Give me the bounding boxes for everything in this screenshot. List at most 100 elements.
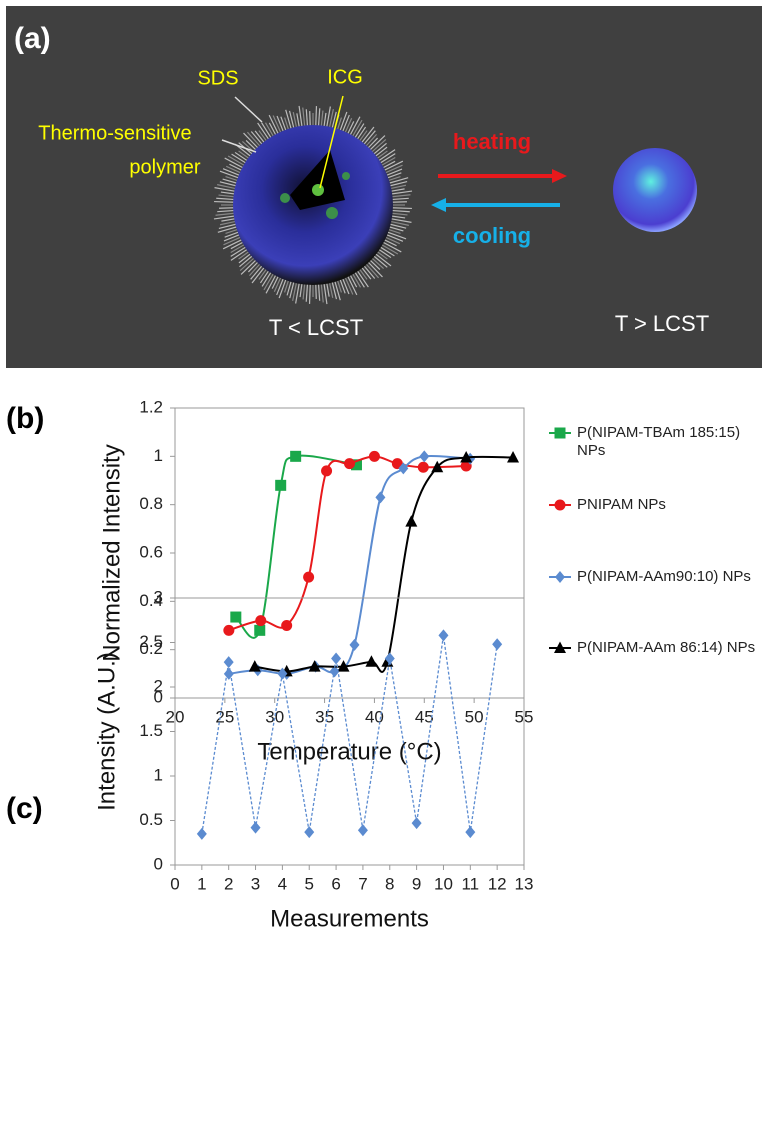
pointer <box>319 95 344 189</box>
spike <box>382 238 397 247</box>
spike <box>299 282 303 298</box>
x-tick-label: 3 <box>251 874 260 893</box>
y-tick-label: 1 <box>154 765 163 784</box>
sds-shell <box>213 105 413 305</box>
spike <box>384 164 403 174</box>
spike <box>225 228 240 235</box>
spike <box>268 122 277 137</box>
spike <box>215 212 236 216</box>
spike <box>341 277 350 295</box>
spike <box>368 135 386 152</box>
spike <box>358 267 368 280</box>
y-tick-label: 0.6 <box>139 542 163 561</box>
marker <box>375 491 386 504</box>
spike <box>238 252 252 264</box>
y-axis-title: Intensity (A.U.) <box>93 652 120 811</box>
x-tick-label: 8 <box>385 874 394 893</box>
marker <box>303 571 315 583</box>
y-tick-label: 0.5 <box>139 810 163 829</box>
spike <box>295 281 301 304</box>
series-line <box>201 635 498 834</box>
marker <box>349 638 360 651</box>
spike <box>353 123 365 140</box>
series-line <box>235 454 357 639</box>
spike <box>317 282 321 301</box>
spike <box>234 151 249 162</box>
spike <box>386 228 401 235</box>
y-tick-label: 0 <box>154 854 163 873</box>
panel-label: (a) <box>14 22 51 55</box>
marker <box>223 656 234 669</box>
panel-label: (b) <box>6 402 44 435</box>
x-axis-title: Measurements <box>270 905 429 932</box>
marker <box>308 660 321 672</box>
spike <box>381 241 402 253</box>
spike <box>246 131 262 148</box>
marker <box>255 615 267 627</box>
spike <box>390 209 410 213</box>
marker <box>350 459 362 471</box>
y-tick-label: 1.5 <box>139 721 163 740</box>
spike <box>390 194 411 198</box>
x-tick-label: 0 <box>170 874 179 893</box>
spike <box>239 254 254 268</box>
arrow-head <box>431 198 446 212</box>
spike <box>377 149 396 162</box>
spike <box>259 269 270 284</box>
spike <box>386 231 407 240</box>
spike <box>390 207 412 210</box>
spike <box>217 209 236 213</box>
spike <box>224 157 245 169</box>
y-tick-label: 2.5 <box>139 632 163 651</box>
y-tick-label: 0.2 <box>139 639 163 658</box>
spike <box>351 119 363 138</box>
marker <box>405 515 418 527</box>
spike <box>272 115 282 134</box>
y-tick-label: 3 <box>154 587 163 606</box>
icg-dot <box>326 207 338 219</box>
spike <box>375 250 388 260</box>
y-axis-title: Normalized Intensity <box>98 444 125 661</box>
spike <box>292 111 298 129</box>
x-tick-label: 40 <box>365 707 384 726</box>
spike <box>360 266 372 280</box>
x-axis-title: Temperature (°C) <box>257 738 441 765</box>
spike <box>276 277 285 296</box>
spike <box>325 106 331 129</box>
spike <box>224 231 240 238</box>
marker <box>554 641 566 653</box>
spike <box>227 155 246 167</box>
spike <box>276 115 285 133</box>
marker <box>281 620 293 631</box>
spike <box>389 188 405 193</box>
spike <box>245 139 258 152</box>
marker <box>230 611 242 623</box>
marker <box>411 817 422 830</box>
spike <box>268 114 280 136</box>
spike <box>265 273 277 294</box>
x-tick-label: 10 <box>434 874 453 893</box>
spike <box>362 130 376 146</box>
spike <box>386 172 402 179</box>
spike <box>366 137 379 150</box>
spike <box>384 236 401 245</box>
spike <box>349 116 361 137</box>
spike <box>320 282 324 303</box>
pointer <box>221 139 257 153</box>
spike <box>336 117 343 132</box>
label-cooling: cooling <box>453 223 531 248</box>
x-tick-label: 30 <box>265 707 284 726</box>
spike <box>223 236 242 246</box>
x-tick-label: 6 <box>331 874 340 893</box>
x-tick-label: 4 <box>278 874 287 893</box>
spike <box>323 282 328 305</box>
icg-dot <box>312 184 324 196</box>
spike <box>280 116 287 132</box>
pointer <box>234 96 263 123</box>
spike <box>380 243 399 255</box>
spike <box>344 276 354 295</box>
spike <box>387 177 409 185</box>
spike <box>250 131 264 146</box>
spike <box>278 278 287 299</box>
spike <box>283 117 290 132</box>
